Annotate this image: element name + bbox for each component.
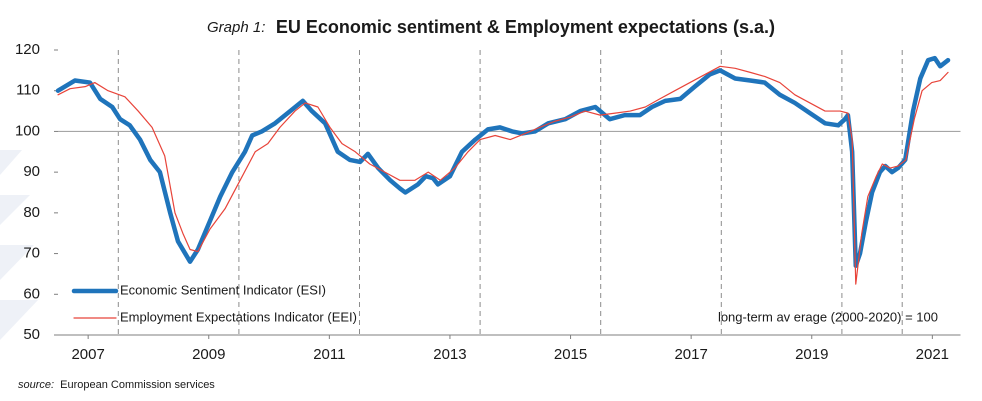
decoration bbox=[0, 195, 30, 225]
y-tick-label: 60 bbox=[23, 285, 40, 302]
x-tick-label: 2013 bbox=[433, 346, 466, 363]
annotation: long-term av erage (2000-2020) = 100 bbox=[718, 309, 938, 324]
series-line bbox=[55, 55, 951, 269]
x-tick-label: 2007 bbox=[71, 346, 104, 363]
x-tick-label: 2011 bbox=[313, 346, 345, 363]
title-text: EU Economic sentiment & Employment expec… bbox=[276, 17, 775, 37]
y-tick-label: 70 bbox=[23, 245, 40, 262]
decoration bbox=[0, 150, 22, 175]
x-tick-label: 2015 bbox=[554, 346, 587, 363]
y-tick-label: 80 bbox=[23, 204, 40, 221]
x-tick-label: 2017 bbox=[674, 346, 707, 363]
series-line bbox=[57, 65, 949, 285]
legend-label: Economic Sentiment Indicator (ESI) bbox=[120, 282, 326, 297]
y-tick-label: 90 bbox=[23, 163, 40, 180]
legend-label: Employment Expectations Indicator (EEI) bbox=[120, 309, 357, 324]
x-tick-label: 2021 bbox=[916, 346, 949, 363]
y-tick-label: 120 bbox=[15, 41, 40, 58]
title-prefix: Graph 1: bbox=[207, 19, 265, 36]
y-tick-label: 100 bbox=[15, 122, 40, 139]
decoration bbox=[0, 245, 34, 280]
source-text: European Commission services bbox=[60, 379, 215, 391]
x-tick-label: 2019 bbox=[795, 346, 828, 363]
y-tick-label: 50 bbox=[23, 326, 40, 343]
source-prefix: source: bbox=[18, 379, 54, 391]
chart-title: Graph 1: EU Economic sentiment & Employm… bbox=[207, 17, 775, 37]
legend: Economic Sentiment Indicator (ESI) Employ… bbox=[71, 282, 357, 324]
y-tick-label: 110 bbox=[16, 82, 40, 99]
title: Graph 1: EU Economic sentiment & Employm… bbox=[207, 17, 775, 37]
source: source: European Commission services bbox=[18, 379, 215, 391]
decoration bbox=[0, 300, 38, 340]
x-tick-label: 2009 bbox=[192, 346, 225, 363]
